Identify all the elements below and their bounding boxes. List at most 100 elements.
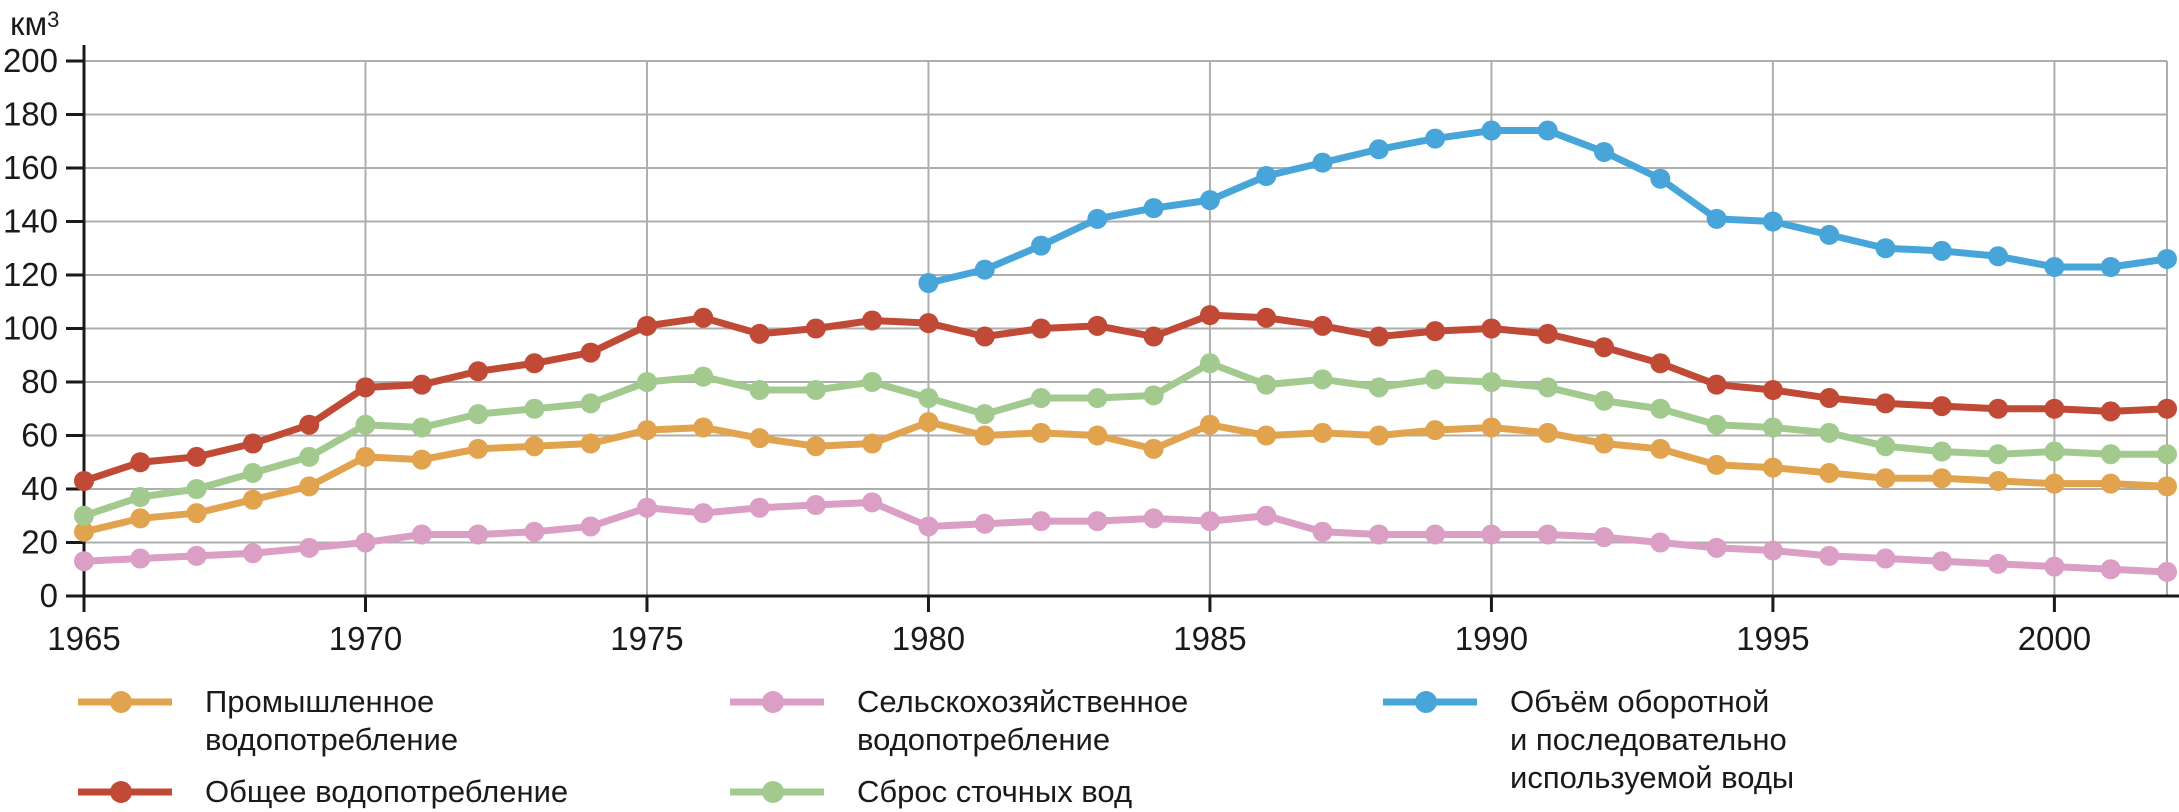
data-point-agricultural xyxy=(1875,548,1896,569)
data-point-wastewater xyxy=(1143,385,1164,406)
data-point-industrial xyxy=(1706,454,1727,475)
y-tick-label: 120 xyxy=(3,256,58,293)
data-point-agricultural xyxy=(468,524,489,545)
unit-base: км xyxy=(10,5,48,42)
data-point-wastewater xyxy=(1368,377,1389,398)
unit-exponent: 3 xyxy=(47,7,60,32)
data-point-recycled xyxy=(1762,211,1783,232)
data-point-agricultural xyxy=(186,545,207,566)
data-point-total xyxy=(805,318,826,339)
data-point-agricultural xyxy=(1256,505,1277,526)
data-point-agricultural xyxy=(2100,559,2121,580)
data-point-wastewater xyxy=(1594,390,1615,411)
x-tick-label: 1985 xyxy=(1173,620,1246,657)
x-tick-label: 1965 xyxy=(47,620,120,657)
data-point-wastewater xyxy=(1031,388,1052,409)
data-point-industrial xyxy=(862,433,883,454)
data-point-industrial xyxy=(2157,476,2177,497)
data-point-agricultural xyxy=(1931,551,1952,572)
data-point-industrial xyxy=(749,428,770,449)
data-point-recycled xyxy=(2157,248,2177,269)
data-point-industrial xyxy=(693,417,714,438)
data-point-total xyxy=(2044,398,2065,419)
y-tick-label: 140 xyxy=(3,203,58,240)
data-point-total xyxy=(1143,326,1164,347)
data-point-total xyxy=(1762,380,1783,401)
data-point-wastewater xyxy=(1819,422,1840,443)
x-tick-label: 1990 xyxy=(1455,620,1528,657)
data-point-industrial xyxy=(1481,417,1502,438)
data-point-industrial xyxy=(1762,457,1783,478)
data-point-recycled xyxy=(1537,120,1558,141)
data-point-industrial xyxy=(468,438,489,459)
data-point-wastewater xyxy=(749,380,770,401)
data-point-wastewater xyxy=(1706,414,1727,435)
data-point-wastewater xyxy=(1256,374,1277,395)
data-point-total xyxy=(1819,388,1840,409)
data-point-recycled xyxy=(1988,246,2009,267)
data-point-wastewater xyxy=(2100,444,2121,465)
x-tick-label: 1980 xyxy=(892,620,965,657)
data-point-wastewater xyxy=(1650,398,1671,419)
data-point-recycled xyxy=(1819,224,1840,245)
data-point-recycled xyxy=(974,259,995,280)
data-point-industrial xyxy=(411,449,432,470)
data-point-wastewater xyxy=(299,446,320,467)
data-point-industrial xyxy=(186,503,207,524)
data-point-total xyxy=(918,313,939,334)
data-point-total xyxy=(1988,398,2009,419)
data-point-total xyxy=(1650,353,1671,374)
data-point-agricultural xyxy=(1650,532,1671,553)
data-point-industrial xyxy=(1031,422,1052,443)
x-tick-label: 1970 xyxy=(329,620,402,657)
data-point-total xyxy=(974,326,995,347)
data-point-agricultural xyxy=(636,497,657,518)
data-point-wastewater xyxy=(1875,436,1896,457)
data-point-agricultural xyxy=(918,516,939,537)
data-point-industrial xyxy=(2044,473,2065,494)
data-point-wastewater xyxy=(1425,369,1446,390)
data-point-agricultural xyxy=(862,492,883,513)
data-point-wastewater xyxy=(636,372,657,392)
data-point-recycled xyxy=(1312,152,1333,173)
data-point-recycled xyxy=(2044,256,2065,277)
y-tick-label: 20 xyxy=(21,524,58,561)
data-point-agricultural xyxy=(1425,524,1446,545)
data-point-wastewater xyxy=(918,388,939,409)
data-point-agricultural xyxy=(580,516,601,537)
data-point-industrial xyxy=(1931,468,1952,489)
data-point-recycled xyxy=(1425,128,1446,149)
data-point-industrial xyxy=(1368,425,1389,446)
data-point-wastewater xyxy=(974,404,995,425)
data-point-agricultural xyxy=(749,497,770,518)
data-point-agricultural xyxy=(1031,511,1052,532)
data-point-recycled xyxy=(918,273,939,294)
data-point-total xyxy=(242,433,263,454)
data-point-agricultural xyxy=(242,543,263,564)
y-tick-label: 160 xyxy=(3,149,58,186)
data-point-industrial xyxy=(918,412,939,433)
data-point-total xyxy=(1706,374,1727,395)
data-point-industrial xyxy=(1425,420,1446,441)
data-point-wastewater xyxy=(74,505,94,526)
data-point-wastewater xyxy=(1931,441,1952,462)
data-point-industrial xyxy=(1087,425,1108,446)
data-point-total xyxy=(1368,326,1389,347)
data-point-recycled xyxy=(1031,235,1052,256)
data-point-total xyxy=(1875,393,1896,414)
data-point-total xyxy=(468,361,489,382)
data-point-agricultural xyxy=(1594,527,1615,548)
data-point-wastewater xyxy=(1199,353,1220,374)
data-point-industrial xyxy=(1988,470,2009,491)
data-point-agricultural xyxy=(74,551,94,572)
data-point-total xyxy=(1537,323,1558,344)
data-point-total xyxy=(1425,321,1446,342)
data-point-total xyxy=(1256,307,1277,328)
data-point-industrial xyxy=(1819,462,1840,483)
data-point-industrial xyxy=(580,433,601,454)
data-point-industrial xyxy=(355,446,376,467)
data-point-wastewater xyxy=(1537,377,1558,398)
data-point-industrial xyxy=(1537,422,1558,443)
data-point-total xyxy=(299,414,320,435)
